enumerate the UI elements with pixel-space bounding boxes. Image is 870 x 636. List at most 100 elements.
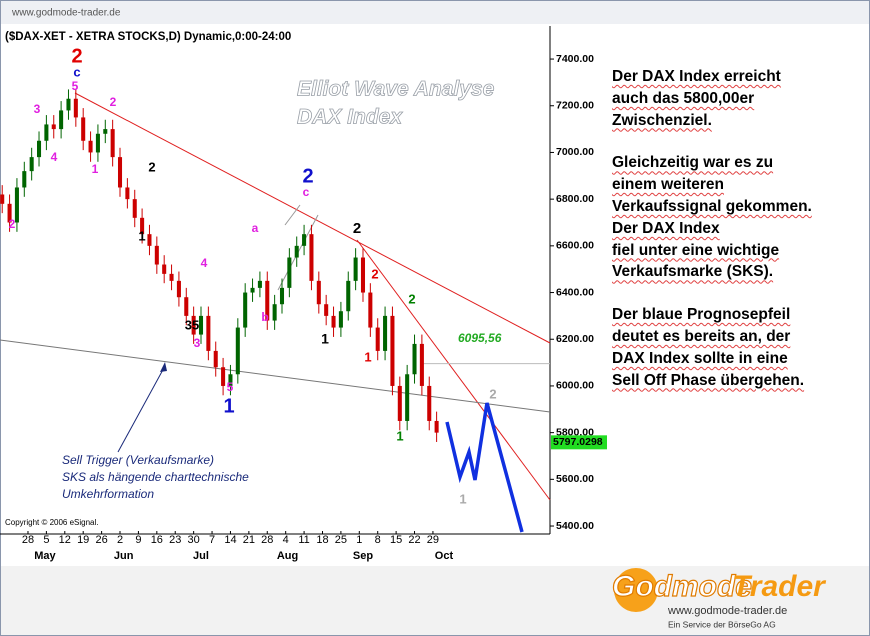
month-label: Oct: [435, 550, 454, 562]
candle-body: [397, 385, 402, 421]
candle-body: [279, 287, 285, 305]
candle-body: [132, 199, 137, 218]
wave-label: 3: [34, 102, 41, 116]
wave-label: 2: [110, 95, 117, 109]
commentary-line: Der blaue Prognosepfeil: [612, 306, 791, 324]
wave-label: 4: [51, 150, 58, 164]
x-tick-label: 25: [335, 534, 347, 546]
y-tick-label: 6200.00: [556, 333, 594, 345]
wave-label: 2: [148, 159, 155, 174]
candle-body: [338, 311, 343, 328]
candle-body: [22, 171, 27, 188]
candle-body: [221, 367, 226, 386]
candle-body: [140, 217, 145, 235]
logo-url: www.godmode-trader.de: [667, 605, 787, 617]
wave-label: 5: [227, 380, 234, 394]
y-tick-label: 7400.00: [556, 53, 594, 65]
commentary-line: Gleichzeitig war es zu: [612, 154, 774, 172]
x-tick-label: 9: [135, 534, 141, 546]
commentary-line: auch das 5800,00er: [612, 89, 755, 107]
annotation-arrowhead: [160, 362, 167, 372]
candle-body: [169, 273, 174, 281]
x-tick-label: 7: [209, 534, 215, 546]
candle-body: [206, 315, 211, 351]
wave-label: c: [303, 185, 310, 199]
x-tick-label: 18: [316, 534, 328, 546]
candle-body: [7, 203, 12, 223]
wave-label: 2: [489, 386, 496, 401]
candle-body: [272, 304, 277, 321]
site-url: www.godmode-trader.de: [11, 8, 121, 19]
candle-body: [257, 280, 262, 288]
candle-body: [419, 343, 424, 386]
wave-label: 2: [71, 45, 82, 67]
candle-body: [316, 280, 321, 305]
candle-body: [265, 280, 270, 321]
commentary: Der DAX Index erreicht auch das 5800,00er…: [612, 66, 862, 412]
channel-line: [284, 204, 301, 226]
commentary-line: einem weiteren: [612, 176, 724, 194]
level-label: 6095,56: [458, 331, 502, 345]
candle-body: [162, 264, 167, 274]
x-tick-label: 28: [261, 534, 273, 546]
wave-label: 1: [223, 395, 234, 417]
copyright: Copyright © 2006 eSignal.: [5, 518, 99, 527]
candle-body: [154, 245, 159, 265]
candle-body: [235, 327, 240, 375]
x-tick-label: 19: [77, 534, 89, 546]
wave-label: b: [261, 310, 268, 324]
x-tick-label: 11: [298, 534, 309, 546]
y-tick-label: 6000.00: [556, 380, 594, 392]
commentary-line: Zwischenziel.: [612, 111, 712, 129]
candle-body: [44, 124, 49, 141]
candle-body: [302, 234, 307, 246]
annotation-text: Umkehrformation: [62, 487, 154, 501]
candle-body: [250, 287, 255, 293]
x-tick-label: 28: [22, 534, 34, 546]
wave-label: 35: [185, 317, 199, 332]
candle-body: [412, 343, 417, 375]
commentary-line: Der DAX Index erreicht: [612, 68, 781, 85]
wave-label: 1: [138, 228, 145, 243]
x-tick-label: 21: [243, 534, 255, 546]
candle-body: [383, 315, 388, 351]
candle-body: [59, 110, 64, 130]
candle-body: [405, 374, 410, 421]
candle-body: [73, 98, 78, 118]
candle-body: [198, 315, 204, 335]
wave-label: a: [252, 221, 259, 235]
candle-body: [360, 257, 366, 293]
wave-label: 1: [92, 162, 99, 176]
commentary-line: Verkaufsmarke (SKS).: [612, 263, 774, 281]
x-tick-label: 16: [151, 534, 163, 546]
candle-body: [103, 129, 108, 134]
candle-body: [191, 315, 196, 335]
trend-line: [74, 92, 551, 344]
y-tick-label: 6400.00: [556, 286, 594, 298]
candle-body: [36, 140, 42, 158]
logo-mark: [614, 568, 658, 612]
x-tick-label: 30: [188, 534, 200, 546]
x-tick-label: 22: [408, 534, 420, 546]
candle-body: [353, 257, 358, 281]
candle-body: [66, 98, 71, 111]
candle-body: [294, 245, 299, 258]
candle-body: [88, 140, 93, 153]
candle-body: [243, 292, 248, 328]
annotation-text: Sell Trigger (Verkaufsmarke): [62, 453, 214, 467]
candle-body: [0, 194, 5, 204]
candle-body: [184, 297, 189, 316]
candle-body: [331, 315, 336, 328]
candle-body: [213, 350, 218, 368]
x-tick-label: 8: [375, 534, 381, 546]
month-label: Aug: [277, 550, 298, 562]
commentary-line: DAX Index sollte in eine: [612, 349, 788, 367]
month-label: Sep: [353, 550, 373, 562]
x-tick-label: 4: [283, 534, 289, 546]
last-price-label: 5797.0298: [553, 436, 603, 448]
month-label: Jul: [193, 550, 209, 562]
wave-label: 2: [353, 220, 361, 237]
paragraph: Der blaue Prognosepfeil deutet es bereits…: [612, 304, 862, 391]
wave-label: 2: [9, 217, 16, 231]
